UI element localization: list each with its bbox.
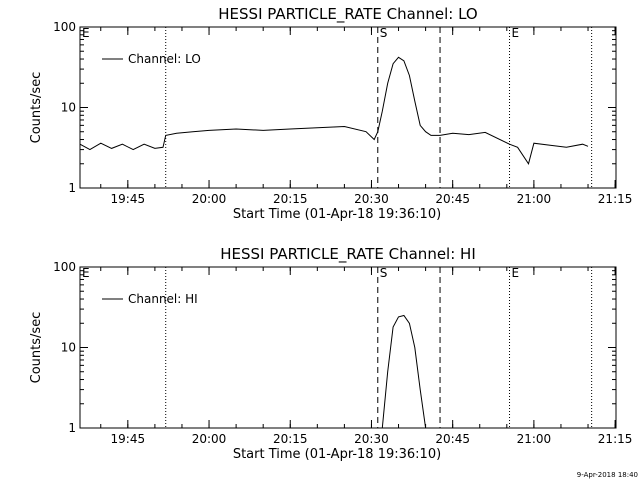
time-marker-label: E: [512, 26, 520, 40]
y-tick-label: 100: [53, 20, 76, 34]
x-tick-label: 21:15: [598, 432, 633, 446]
chart-title: HESSI PARTICLE_RATE Channel: HI: [220, 245, 476, 264]
x-tick-label: 20:45: [435, 192, 470, 206]
x-tick-label: 20:15: [273, 192, 308, 206]
y-tick-label: 10: [61, 101, 76, 115]
y-axis-label: Counts/sec: [29, 72, 44, 144]
y-tick-label: 10: [61, 341, 76, 355]
legend-label: Channel: LO: [128, 52, 201, 66]
y-tick-label: 1: [68, 181, 76, 195]
x-tick-label: 20:00: [192, 192, 227, 206]
x-tick-label: 21:15: [598, 192, 633, 206]
x-tick-label: 20:30: [354, 192, 389, 206]
x-axis-label: Start Time (01-Apr-18 19:36:10): [233, 447, 441, 462]
x-tick-label: 20:30: [354, 432, 389, 446]
series-line: [381, 314, 427, 428]
x-tick-label: 20:45: [435, 432, 470, 446]
legend-label: Channel: HI: [128, 292, 198, 306]
x-tick-label: 20:15: [273, 432, 308, 446]
x-tick-label: 19:45: [111, 192, 146, 206]
time-marker-label: E: [82, 266, 90, 280]
y-axis-label: Counts/sec: [29, 312, 44, 384]
time-marker-label: E: [512, 266, 520, 280]
time-marker-label: S: [380, 266, 388, 280]
x-tick-label: 19:45: [111, 432, 146, 446]
chart-title: HESSI PARTICLE_RATE Channel: LO: [218, 5, 477, 24]
x-tick-label: 20:00: [192, 432, 227, 446]
x-tick-label: 21:00: [517, 432, 552, 446]
series-line: [80, 56, 589, 166]
y-tick-label: 100: [53, 260, 76, 274]
x-tick-label: 21:00: [517, 192, 552, 206]
time-marker-label: E: [82, 26, 90, 40]
y-tick-label: 1: [68, 421, 76, 435]
timestamp: 9-Apr-2018 18:40: [577, 471, 638, 479]
time-marker-label: S: [380, 26, 388, 40]
x-axis-label: Start Time (01-Apr-18 19:36:10): [233, 207, 441, 222]
